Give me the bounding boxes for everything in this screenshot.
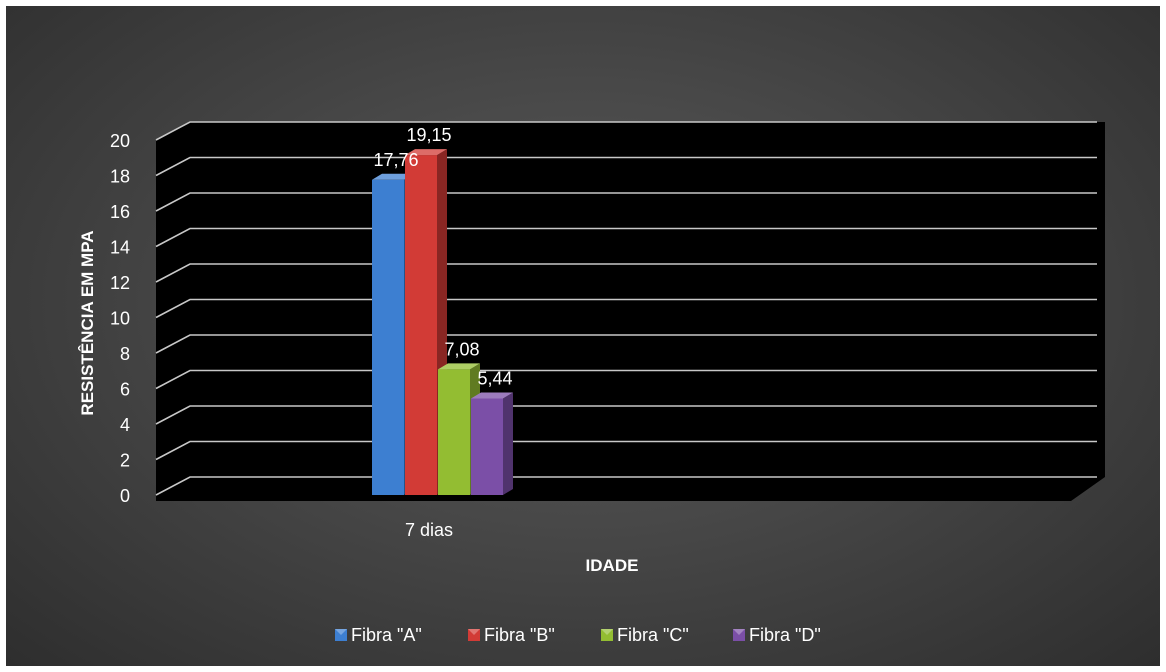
data-label: 19,15 xyxy=(406,125,451,145)
data-labels: 17,76 19,15 7,08 5,44 xyxy=(373,125,512,388)
gridline xyxy=(155,121,1097,141)
x-axis-title: IDADE xyxy=(586,556,639,575)
plot-area xyxy=(156,122,1105,501)
bar-top xyxy=(405,149,447,156)
y-tick-label: 12 xyxy=(110,273,130,293)
legend-label: Fibra "D" xyxy=(749,625,821,645)
y-tick-label: 4 xyxy=(120,415,130,435)
bar-top xyxy=(438,363,480,370)
legend-item: Fibra "A" xyxy=(335,625,422,645)
legend-item: Fibra "B" xyxy=(468,625,555,645)
legend-swatch-highlight xyxy=(733,629,745,635)
legend-label: Fibra "C" xyxy=(617,625,689,645)
legend: Fibra "A" Fibra "B" Fibra "C" Fibra "D" xyxy=(335,625,821,645)
y-tick-label: 2 xyxy=(120,451,130,471)
bar-chart: 0 2 4 6 8 10 12 14 16 18 20 17,76 19,15 7,08 5,44 7 d… xyxy=(78,121,1105,645)
gridline xyxy=(155,298,1097,319)
bar-top xyxy=(372,173,414,180)
bar-front xyxy=(405,155,437,495)
gridline xyxy=(155,263,1097,283)
y-axis-title: RESISTÊNCIA EM MPA xyxy=(78,230,97,415)
legend-label: Fibra "B" xyxy=(484,625,555,645)
chart-container: 0 2 4 6 8 10 12 14 16 18 20 17,76 19,15 7,08 5,44 7 d… xyxy=(6,6,1160,666)
legend-swatch-highlight xyxy=(468,629,480,635)
y-tick-label: 18 xyxy=(110,167,130,187)
y-tick-label: 6 xyxy=(120,380,130,400)
y-tick-label: 14 xyxy=(110,238,130,258)
gridline xyxy=(155,369,1097,390)
gridline xyxy=(155,334,1097,354)
bar-side xyxy=(503,392,513,495)
data-label: 7,08 xyxy=(444,339,479,359)
x-axis: 7 dias xyxy=(405,520,453,540)
y-tick-label: 0 xyxy=(120,486,130,506)
gridline xyxy=(155,476,1097,496)
gridline xyxy=(155,227,1097,248)
legend-item: Fibra "C" xyxy=(601,625,689,645)
y-tick-label: 16 xyxy=(110,202,130,222)
bar-front xyxy=(372,179,404,495)
bar xyxy=(471,392,513,495)
x-tick-label: 7 dias xyxy=(405,520,453,540)
legend-swatch-highlight xyxy=(335,629,347,635)
gridline xyxy=(155,192,1097,212)
bar-front xyxy=(471,398,503,495)
gridlines xyxy=(155,121,1097,496)
bar-top xyxy=(471,392,513,399)
bar-front xyxy=(438,369,470,495)
plot-background xyxy=(156,122,1105,501)
data-label: 17,76 xyxy=(373,150,418,170)
legend-item: Fibra "D" xyxy=(733,625,821,645)
bar xyxy=(405,149,447,495)
bars xyxy=(372,149,513,495)
gridline xyxy=(155,440,1097,461)
y-tick-label: 10 xyxy=(110,309,130,329)
data-label: 5,44 xyxy=(477,368,512,388)
gridline xyxy=(155,156,1097,177)
y-axis: 0 2 4 6 8 10 12 14 16 18 20 xyxy=(110,131,130,506)
y-tick-label: 20 xyxy=(110,131,130,151)
legend-label: Fibra "A" xyxy=(351,625,422,645)
legend-swatch-highlight xyxy=(601,629,613,635)
gridline xyxy=(155,405,1097,425)
y-tick-label: 8 xyxy=(120,344,130,364)
